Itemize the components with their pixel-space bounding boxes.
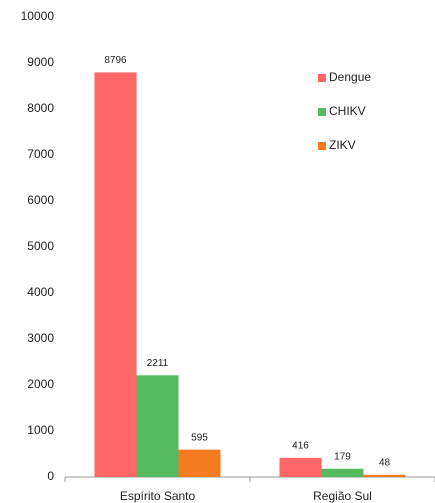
y-tick-label: 7000 — [27, 147, 54, 161]
value-label: 48 — [379, 457, 391, 468]
legend-swatch — [318, 74, 326, 82]
y-tick-label: 0 — [47, 469, 54, 483]
y-tick-label: 2000 — [27, 377, 54, 391]
value-label: 8796 — [104, 55, 127, 66]
value-label: 595 — [191, 432, 208, 443]
legend-swatch — [318, 108, 326, 116]
x-tick-label: Espírito Santo — [120, 489, 196, 503]
y-tick-label: 6000 — [27, 193, 54, 207]
y-tick-label: 5000 — [27, 239, 54, 253]
bar — [279, 457, 322, 477]
y-tick-label: 9000 — [27, 55, 54, 69]
bar — [94, 72, 137, 477]
legend-label: ZIKV — [329, 138, 356, 152]
y-tick-label: 3000 — [27, 331, 54, 345]
value-label: 2211 — [147, 358, 169, 369]
legend-swatch — [318, 142, 326, 150]
x-tick-label: Região Sul — [313, 489, 372, 503]
bar — [136, 375, 179, 477]
y-tick-label: 8000 — [27, 101, 54, 115]
bar — [178, 449, 221, 477]
y-tick-label: 4000 — [27, 285, 54, 299]
value-label: 416 — [292, 441, 309, 452]
legend-label: Dengue — [329, 70, 371, 84]
y-tick-label: 1000 — [27, 423, 54, 437]
y-tick-label: 10000 — [21, 9, 55, 23]
bar — [321, 468, 364, 477]
value-label: 179 — [334, 451, 351, 462]
legend-label: CHIKV — [329, 104, 366, 118]
bar — [363, 474, 406, 477]
